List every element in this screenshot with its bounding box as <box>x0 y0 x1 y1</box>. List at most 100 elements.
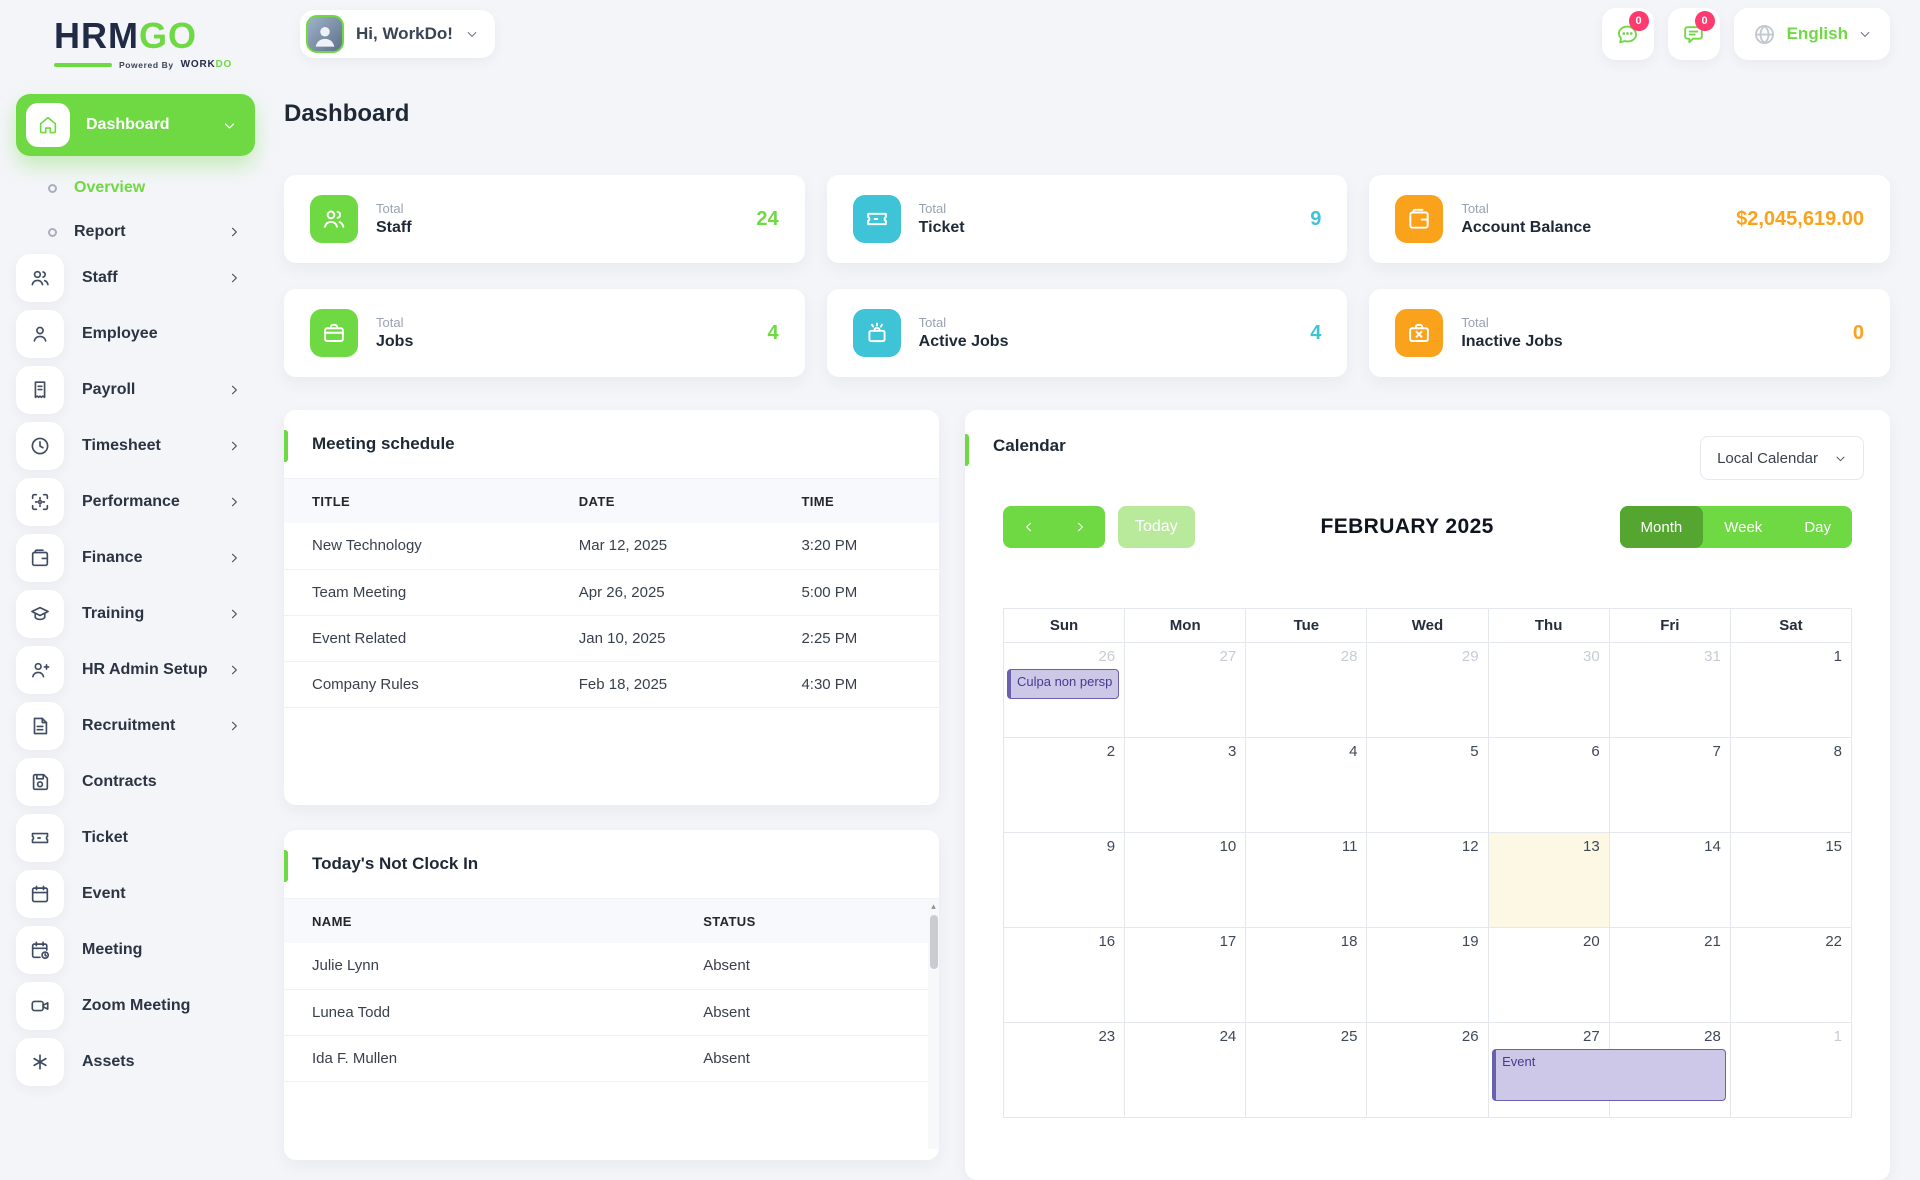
calendar-day-cell[interactable]: 21 <box>1608 927 1731 1023</box>
avatar <box>306 15 344 53</box>
calendar-day-cell[interactable]: 12 <box>1366 832 1489 928</box>
calendar-view-month-button[interactable]: Month <box>1619 506 1704 548</box>
messages-button[interactable]: 0 <box>1601 8 1654 60</box>
table-cell: 4:30 PM <box>801 661 939 708</box>
page-title: Dashboard <box>284 100 410 127</box>
calendar-day-cell[interactable]: 15 <box>1729 832 1853 928</box>
calendar-day-cell[interactable]: 23 <box>1002 1022 1126 1118</box>
sidebar-item-zoom-meeting[interactable]: Zoom Meeting <box>16 982 255 1030</box>
brand-logo[interactable]: HRMGO Powered By WORKDO <box>16 14 255 80</box>
user-menu-button[interactable]: Hi, WorkDo! <box>300 10 495 58</box>
calendar-day-cell[interactable]: 30 <box>1487 642 1610 738</box>
scroll-up-arrow-icon[interactable]: ▴ <box>931 901 936 911</box>
table-row: New Technology Mar 12, 2025 3:20 PM <box>284 523 939 570</box>
calendar-day-cell[interactable]: 4 <box>1245 737 1368 833</box>
sidebar-item-assets[interactable]: Assets <box>16 1038 255 1086</box>
workdo-label: WORKDO <box>180 59 233 70</box>
stat-text: Total Staff <box>376 201 412 237</box>
sidebar-item-meeting[interactable]: Meeting <box>16 926 255 974</box>
calendar-view-switcher: Month Week Day <box>1619 506 1852 548</box>
sidebar-item-label: Payroll <box>82 381 136 398</box>
stat-text: Total Ticket <box>919 201 965 237</box>
sidebar-item-contracts[interactable]: Contracts <box>16 758 255 806</box>
calendar-day-cell[interactable]: 6 <box>1487 737 1610 833</box>
calendar-today-button[interactable]: Today <box>1118 506 1195 548</box>
user-plus-icon <box>29 659 51 681</box>
stat-kicker: Total <box>376 315 404 330</box>
column-header: NAME <box>284 899 704 943</box>
table-cell: Feb 18, 2025 <box>578 661 802 708</box>
calendar-day-cell[interactable]: 14 <box>1608 832 1731 928</box>
calendar-day-cell[interactable]: 7 <box>1608 737 1731 833</box>
sidebar-item-label: Timesheet <box>82 437 161 454</box>
sidebar-item-staff[interactable]: Staff <box>16 254 255 302</box>
card-title: Calendar <box>993 436 1066 455</box>
sidebar-item-timesheet[interactable]: Timesheet <box>16 422 255 470</box>
sidebar-item-event[interactable]: Event <box>16 870 255 918</box>
calendar-day-cell[interactable]: 29 <box>1366 642 1489 738</box>
user-icon <box>29 323 51 345</box>
table-cell: 5:00 PM <box>801 569 939 616</box>
column-header: TIME <box>801 479 939 523</box>
sidebar-item-hr-admin-setup[interactable]: HR Admin Setup <box>16 646 255 694</box>
messages-badge: 0 <box>1628 11 1649 31</box>
calendar-day-header: Mon <box>1124 608 1247 643</box>
calendar-day-cell[interactable]: 31 <box>1608 642 1731 738</box>
calendar-day-cell[interactable]: 16 <box>1002 927 1126 1023</box>
sidebar-item-report[interactable]: Report <box>16 210 255 254</box>
language-selector[interactable]: English <box>1733 8 1890 60</box>
calendar-day-cell[interactable]: 1 <box>1729 642 1853 738</box>
notifications-button[interactable]: 0 <box>1667 8 1720 60</box>
icon-tile <box>16 646 64 694</box>
calendar-day-cell[interactable]: 18 <box>1245 927 1368 1023</box>
icon-tile <box>852 195 901 243</box>
table-cell: Event Related <box>284 615 579 662</box>
calendar-day-cell[interactable]: 11 <box>1245 832 1368 928</box>
sidebar-item-training[interactable]: Training <box>16 590 255 638</box>
calendar-day-cell[interactable]: 2 <box>1002 737 1126 833</box>
calendar-day-cell[interactable]: 20 <box>1487 927 1610 1023</box>
calendar-day-cell[interactable]: 10 <box>1124 832 1247 928</box>
sidebar-item-employee[interactable]: Employee <box>16 310 255 358</box>
calendar-day-cell[interactable]: 19 <box>1366 927 1489 1023</box>
sidebar-item-label: Assets <box>82 1053 135 1070</box>
table-row: Lunea Todd Absent <box>284 989 939 1036</box>
table-cell: Julie Lynn <box>284 943 704 990</box>
vertical-scrollbar[interactable]: ▴ <box>928 899 939 1149</box>
calendar-day-cell[interactable]: 26 <box>1366 1022 1489 1118</box>
calendar-day-cell[interactable]: 8 <box>1729 737 1853 833</box>
calendar-day-cell[interactable]: 24 <box>1124 1022 1247 1118</box>
calendar-event[interactable]: Event <box>1492 1049 1726 1101</box>
calendar-day-cell[interactable]: 27 <box>1124 642 1247 738</box>
calendar-day-cell[interactable]: 3 <box>1124 737 1247 833</box>
calendar-week-row: 26 27 28 29 30 31 1 <box>1002 642 1853 738</box>
calendar-day-cell[interactable]: 25 <box>1245 1022 1368 1118</box>
calendar-day-cell[interactable]: 13 <box>1487 832 1610 928</box>
scrollbar-thumb[interactable] <box>929 915 938 969</box>
stat-card-jobs: Total Jobs 4 <box>284 289 805 377</box>
calendar-month-title: FEBRUARY 2025 <box>1320 515 1494 538</box>
calendar-day-cell[interactable]: 28 <box>1245 642 1368 738</box>
calendar-day-cell[interactable]: 5 <box>1366 737 1489 833</box>
calendar-day-cell[interactable]: 17 <box>1124 927 1247 1023</box>
calendar-source-select[interactable]: Local Calendar <box>1700 436 1864 480</box>
stat-text: Total Active Jobs <box>919 315 1009 351</box>
calendar-event[interactable]: Culpa non persp <box>1007 669 1120 699</box>
calendar-view-week-button[interactable]: Week <box>1703 506 1783 548</box>
sidebar-item-payroll[interactable]: Payroll <box>16 366 255 414</box>
column-header: DATE <box>578 479 802 523</box>
sidebar-item-ticket[interactable]: Ticket <box>16 814 255 862</box>
sidebar-item-performance[interactable]: Performance <box>16 478 255 526</box>
calendar-view-day-button[interactable]: Day <box>1783 506 1852 548</box>
sidebar-item-overview[interactable]: Overview <box>16 166 255 210</box>
calendar-prev-button[interactable] <box>1003 506 1054 548</box>
sidebar-item-finance[interactable]: Finance <box>16 534 255 582</box>
calendar-next-button[interactable] <box>1054 506 1105 548</box>
stat-card-ticket: Total Ticket 9 <box>826 175 1348 263</box>
calendar-day-cell[interactable]: 22 <box>1729 927 1853 1023</box>
sidebar-item-recruitment[interactable]: Recruitment <box>16 702 255 750</box>
calendar-day-cell[interactable]: 9 <box>1002 832 1126 928</box>
table-cell: Absent <box>703 943 939 990</box>
calendar-day-cell[interactable]: 1 <box>1729 1022 1853 1118</box>
sidebar-item-dashboard[interactable]: Dashboard <box>16 94 255 156</box>
